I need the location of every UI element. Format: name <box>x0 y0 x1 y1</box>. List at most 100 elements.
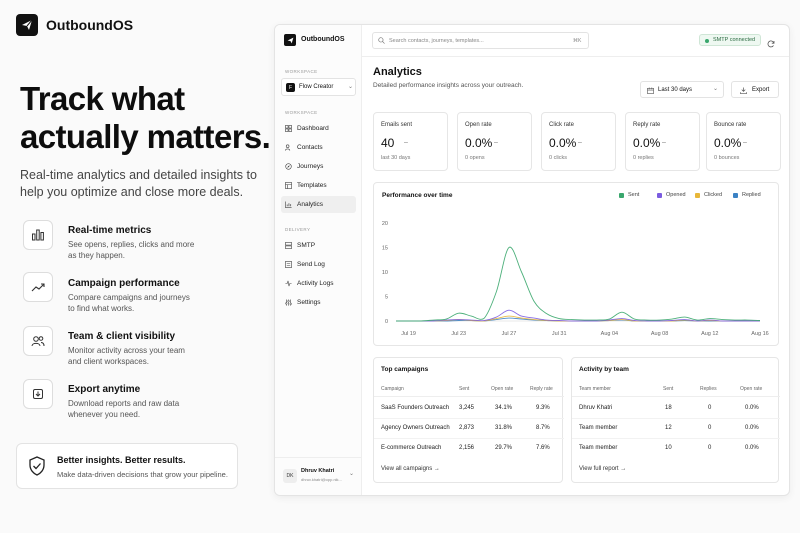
search-input[interactable]: Search contacts, journeys, templates... … <box>372 32 589 49</box>
users-icon <box>23 326 53 356</box>
date-range-select[interactable]: Last 30 days ⌄ <box>640 81 724 98</box>
legend-swatch <box>657 192 662 198</box>
smtp-status-badge: SMTP connected <box>699 34 762 46</box>
page-subtitle: Detailed performance insights across you… <box>373 82 524 89</box>
kpi-value: 0.0% <box>465 136 493 150</box>
user-menu[interactable]: DK Dhruv Khatri dhruv.khatri@opp.nik... … <box>281 466 356 488</box>
hero-title-line1: Track what <box>20 80 185 117</box>
y-tick-label: 5 <box>385 295 388 301</box>
send-icon <box>22 19 33 30</box>
smtp-status-text: SMTP connected <box>713 37 756 43</box>
activity-title: Activity by team <box>579 366 629 373</box>
analytics-icon <box>285 201 292 208</box>
chevron-down-icon: ⌄ <box>348 84 354 90</box>
y-tick-label: 15 <box>382 246 388 252</box>
page-title: Analytics <box>373 66 422 78</box>
legend-item[interactable]: Sent <box>619 192 639 198</box>
feature-item <box>23 272 53 302</box>
date-range-value: Last 30 days <box>658 87 693 93</box>
kpi-value: 0.0% <box>714 136 742 150</box>
nav-label: Journeys <box>297 163 324 170</box>
status-dot <box>705 38 709 43</box>
x-tick-label: Jul 19 <box>401 331 416 337</box>
workspace-section-label: WORKSPACE <box>285 110 318 115</box>
nav-settings[interactable]: Settings <box>281 294 356 311</box>
user-name: Dhruv Khatri <box>301 468 335 474</box>
chevron-down-icon: ⌄ <box>349 471 355 477</box>
kpi-value: 0.0% <box>549 136 577 150</box>
series-line-sent <box>395 246 761 322</box>
campaign-name[interactable]: Agency Owners Outreach <box>381 425 450 431</box>
kpi-sub: 0 replies <box>633 155 654 161</box>
refresh-icon[interactable] <box>767 35 775 53</box>
nav-label: SMTP <box>297 242 316 249</box>
export-label: Export <box>752 87 770 93</box>
legend-item[interactable]: Replied <box>733 192 761 198</box>
campaign-name[interactable]: E-commerce Outreach <box>381 445 442 451</box>
feature-title: Campaign performance <box>68 278 180 289</box>
col-header: Reply rate <box>530 386 553 392</box>
nav-dashboard[interactable]: Dashboard <box>281 120 356 137</box>
download-icon <box>23 379 53 409</box>
feature-item <box>23 326 53 356</box>
delivery-section-label: DELIVERY <box>285 227 311 232</box>
legend-label: Clicked <box>704 192 723 198</box>
member-open-rate: 0.0% <box>745 405 759 411</box>
col-header: Sent <box>663 386 674 392</box>
workspace-switcher[interactable]: F Flow Creator ⌄ <box>281 78 356 96</box>
y-tick-label: 20 <box>382 221 388 227</box>
nav-label: Activity Logs <box>297 280 334 287</box>
nav-templates[interactable]: Templates <box>281 177 356 194</box>
kpi-label: Emails sent <box>381 122 413 128</box>
nav-activity-logs[interactable]: Activity Logs <box>281 275 356 292</box>
member-replies: 0 <box>708 405 712 411</box>
campaign-open-rate: 31.8% <box>495 425 513 431</box>
shield-check-icon <box>28 456 46 481</box>
kpi-sub: 0 bounces <box>714 155 740 161</box>
member-name: Team member <box>579 425 618 431</box>
workspace-avatar: F <box>286 83 295 92</box>
x-tick-label: Aug 16 <box>751 331 768 337</box>
hero-title-line2: actually matters. <box>20 118 271 155</box>
workspace-name: Flow Creator <box>299 84 334 90</box>
legend-item[interactable]: Opened <box>657 192 686 198</box>
col-header: Replies <box>700 386 717 392</box>
kpi-label: Click rate <box>549 122 575 128</box>
x-tick-label: Jul 23 <box>451 331 466 337</box>
member-name: Dhruv Khatri <box>579 405 613 411</box>
member-replies: 0 <box>708 425 712 431</box>
legend-item[interactable]: Clicked <box>695 192 722 198</box>
brand-name: OutboundOS <box>46 17 134 33</box>
nav-analytics[interactable]: Analytics <box>281 196 356 213</box>
chart-legend: Sent Opened Clicked Replied <box>619 192 774 202</box>
kpi-trend: – <box>662 139 666 146</box>
nav-journeys[interactable]: Journeys <box>281 158 356 175</box>
search-shortcut: ⌘K <box>573 37 582 44</box>
export-button[interactable]: Export <box>731 81 779 98</box>
kpi-label: Open rate <box>465 122 492 128</box>
performance-line-chart: 0 5 10 15 20 Jul 19 Jul 23 Jul 27 Jul 31 Aug 04 Au… <box>382 221 769 337</box>
view-full-report-link[interactable]: View full report → <box>579 466 627 472</box>
series-line-opened <box>395 309 760 322</box>
nav-contacts[interactable]: Contacts <box>281 139 356 156</box>
hero-subtitle: Real-time analytics and detailed insight… <box>20 168 257 199</box>
campaign-reply-rate: 7.6% <box>536 445 550 451</box>
nav-send-log[interactable]: Send Log <box>281 256 356 273</box>
legend-swatch <box>733 192 738 198</box>
feature-desc: See opens, replies, clicks and more as t… <box>68 240 195 260</box>
templates-icon <box>285 182 292 189</box>
campaign-reply-rate: 9.3% <box>536 405 550 411</box>
kpi-sub: 0 opens <box>465 155 485 161</box>
nav-smtp[interactable]: SMTP <box>281 237 356 254</box>
kpi-label: Reply rate <box>633 122 661 128</box>
legend-label: Replied <box>742 192 761 198</box>
member-replies: 0 <box>708 445 712 451</box>
campaign-sent: 3,245 <box>459 405 475 411</box>
view-all-campaigns-link[interactable]: View all campaigns → <box>381 466 440 472</box>
sliders-icon <box>285 299 292 306</box>
legend-swatch <box>695 192 700 198</box>
kpi-reply-rate: Reply rate 0.0% – 0 replies <box>625 112 700 171</box>
campaign-name[interactable]: SaaS Founders Outreach <box>381 405 450 411</box>
insights-card-desc: Make data-driven decisions that grow you… <box>57 470 228 479</box>
x-tick-label: Aug 08 <box>651 331 668 337</box>
